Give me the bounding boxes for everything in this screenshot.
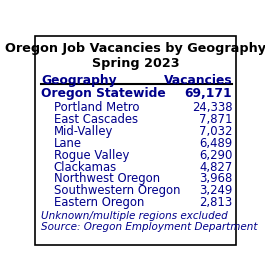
- Text: Mid-Valley: Mid-Valley: [54, 125, 113, 138]
- Text: 3,968: 3,968: [199, 172, 232, 185]
- Text: Clackamas: Clackamas: [54, 160, 117, 173]
- Text: Portland Metro: Portland Metro: [54, 101, 139, 114]
- Text: 6,290: 6,290: [199, 148, 232, 162]
- Text: 4,827: 4,827: [199, 160, 232, 173]
- Text: Source: Oregon Employment Department: Source: Oregon Employment Department: [41, 222, 258, 232]
- Text: Rogue Valley: Rogue Valley: [54, 148, 129, 162]
- Text: Lane: Lane: [54, 136, 82, 150]
- Text: Unknown/multiple regions excluded: Unknown/multiple regions excluded: [41, 211, 228, 221]
- Text: East Cascades: East Cascades: [54, 113, 138, 126]
- Text: 2,813: 2,813: [199, 197, 232, 210]
- Text: Geography: Geography: [41, 74, 117, 87]
- Text: 3,249: 3,249: [199, 185, 232, 197]
- Text: Eastern Oregon: Eastern Oregon: [54, 197, 144, 210]
- Text: 24,338: 24,338: [192, 101, 232, 114]
- Text: Southwestern Oregon: Southwestern Oregon: [54, 185, 180, 197]
- Text: Northwest Oregon: Northwest Oregon: [54, 172, 160, 185]
- Text: Oregon Job Vacancies by Geography
Spring 2023: Oregon Job Vacancies by Geography Spring…: [5, 42, 265, 70]
- Text: 7,032: 7,032: [199, 125, 232, 138]
- Text: Vacancies: Vacancies: [164, 74, 232, 87]
- Text: 7,871: 7,871: [199, 113, 232, 126]
- Text: Oregon Statewide: Oregon Statewide: [41, 87, 166, 100]
- Text: 69,171: 69,171: [185, 87, 232, 100]
- Text: 6,489: 6,489: [199, 136, 232, 150]
